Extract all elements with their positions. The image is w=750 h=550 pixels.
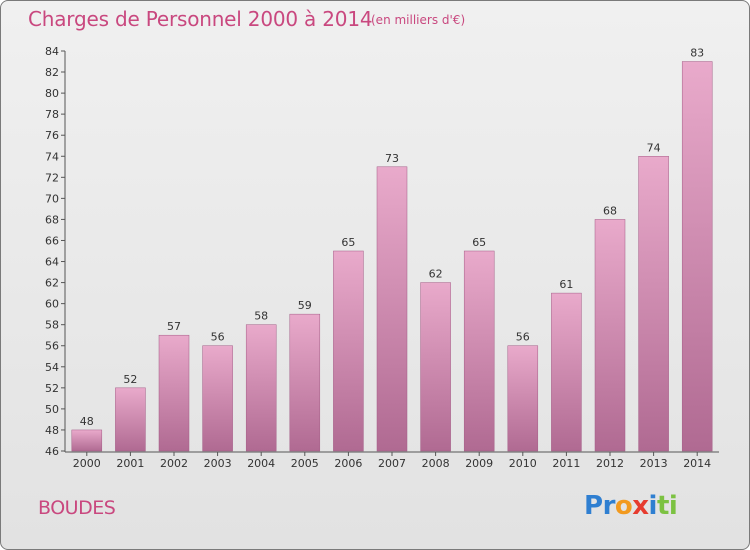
x-tick-label: 2011 [552, 457, 580, 470]
bar-value-label: 68 [603, 204, 617, 217]
y-tick-label: 64 [45, 256, 59, 269]
bar[interactable] [333, 250, 364, 452]
logo-letter: x [632, 491, 649, 521]
bar[interactable] [420, 282, 451, 452]
y-tick-label: 82 [45, 66, 59, 79]
x-tick-label: 2001 [116, 457, 144, 470]
bar[interactable] [507, 345, 539, 452]
x-tick-label: 2004 [247, 457, 275, 470]
y-tick-label: 50 [45, 403, 59, 416]
y-tick-label: 48 [45, 424, 59, 437]
x-tick-label: 2003 [204, 457, 232, 470]
bar-value-label: 48 [80, 415, 94, 428]
proxiti-logo[interactable]: Proxiti [584, 491, 678, 521]
bar-value-label: 73 [385, 152, 399, 165]
bar-value-label: 65 [341, 236, 355, 249]
chart-title: Charges de Personnel 2000 à 2014 [28, 7, 373, 31]
y-tick-label: 72 [45, 171, 59, 184]
logo-letter: P [584, 491, 603, 521]
x-tick-label: 2006 [334, 457, 362, 470]
bar[interactable] [158, 334, 190, 452]
bar[interactable] [376, 166, 408, 452]
bar[interactable] [289, 313, 321, 452]
bar-value-label: 83 [690, 47, 704, 60]
y-tick-label: 60 [45, 298, 59, 311]
bar[interactable] [681, 61, 713, 452]
y-tick-label: 56 [45, 340, 59, 353]
x-tick-label: 2007 [378, 457, 406, 470]
y-tick-label: 58 [45, 319, 59, 332]
x-tick-label: 2010 [509, 457, 537, 470]
bar-value-label: 52 [123, 373, 137, 386]
logo-letter: i [648, 491, 658, 521]
y-tick-label: 66 [45, 234, 59, 247]
x-tick-label: 2012 [596, 457, 624, 470]
bar[interactable] [115, 387, 146, 452]
x-tick-label: 2009 [465, 457, 493, 470]
y-tick-label: 52 [45, 382, 59, 395]
bar-value-label: 58 [254, 310, 268, 323]
bar-value-label: 59 [298, 299, 312, 312]
x-tick-label: 2013 [640, 457, 668, 470]
bar[interactable] [71, 429, 103, 452]
x-tick-label: 2014 [683, 457, 711, 470]
bar[interactable] [463, 250, 495, 452]
y-tick-label: 74 [45, 150, 59, 163]
commune-name: BOUDES [38, 497, 116, 519]
bar-value-label: 61 [559, 278, 573, 291]
logo-letter: i [668, 491, 678, 521]
logo-letter: r [602, 491, 616, 521]
y-tick-label: 78 [45, 108, 59, 121]
x-tick-label: 2008 [422, 457, 450, 470]
y-tick-label: 70 [45, 192, 59, 205]
x-tick-label: 2000 [73, 457, 101, 470]
bar-value-label: 65 [472, 236, 486, 249]
y-tick-label: 80 [45, 87, 59, 100]
y-tick-label: 54 [45, 361, 59, 374]
logo-letter: t [656, 491, 669, 521]
chart-subtitle: (en milliers d'€) [371, 13, 466, 27]
y-tick-label: 68 [45, 213, 59, 226]
bar-value-label: 56 [211, 331, 225, 344]
bar[interactable] [638, 156, 669, 452]
bar[interactable] [551, 292, 582, 452]
bar-value-label: 62 [429, 268, 443, 281]
bar-value-label: 74 [647, 141, 661, 154]
x-tick-label: 2005 [291, 457, 319, 470]
y-tick-label: 62 [45, 277, 59, 290]
bar-value-label: 56 [516, 331, 530, 344]
logo-letter: o [614, 491, 633, 521]
y-tick-label: 84 [45, 45, 59, 58]
y-tick-label: 76 [45, 129, 59, 142]
bar-value-label: 57 [167, 320, 181, 333]
bar[interactable] [202, 345, 233, 452]
bar[interactable] [245, 324, 277, 452]
y-tick-label: 46 [45, 445, 59, 458]
x-tick-label: 2002 [160, 457, 188, 470]
bar[interactable] [594, 219, 626, 452]
